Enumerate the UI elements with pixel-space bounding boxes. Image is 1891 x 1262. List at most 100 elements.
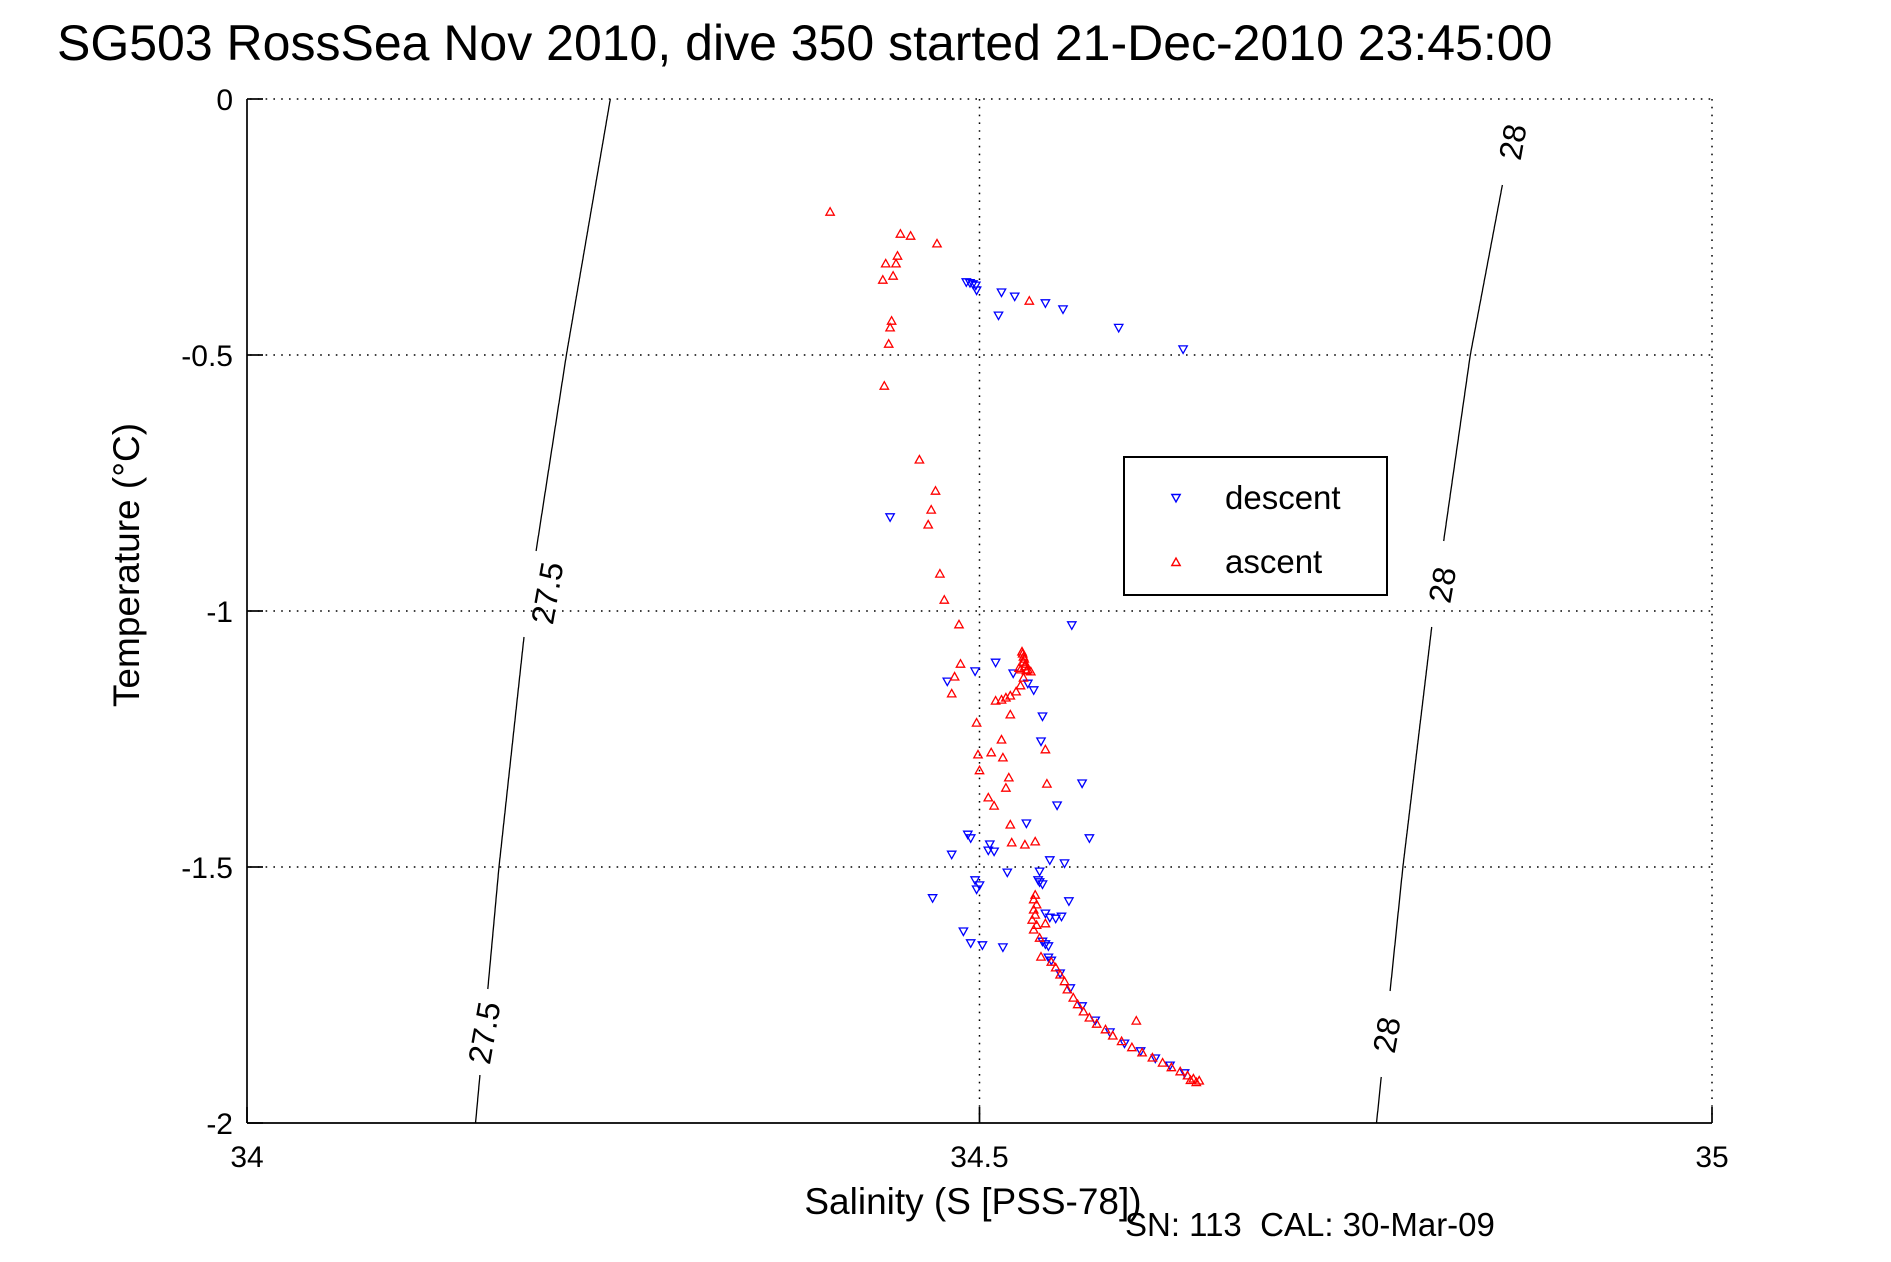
ascent-marker bbox=[1084, 1012, 1095, 1022]
descent-marker bbox=[884, 513, 896, 523]
ascent-marker bbox=[1045, 956, 1057, 966]
descent-marker bbox=[1164, 1061, 1176, 1071]
y-tick-label: 0 bbox=[216, 84, 233, 117]
ascent-marker bbox=[988, 800, 1000, 810]
legend-entry-ascent: ascent bbox=[1165, 542, 1322, 582]
contour-label: 28 bbox=[1492, 121, 1534, 162]
descent-series bbox=[884, 278, 1190, 1079]
ascent-marker bbox=[1040, 917, 1051, 928]
descent-marker bbox=[1149, 1054, 1161, 1064]
ascent-marker bbox=[1157, 1057, 1168, 1067]
descent-marker bbox=[1001, 868, 1013, 878]
ascent-marker bbox=[1015, 679, 1026, 690]
ascent-marker bbox=[914, 454, 925, 464]
ascent-marker bbox=[1006, 837, 1018, 847]
ascent-marker bbox=[892, 250, 903, 260]
gridlines bbox=[250, 98, 1713, 1120]
ascent-marker bbox=[1091, 1018, 1103, 1028]
ascent-marker bbox=[1174, 1065, 1186, 1076]
ascent-marker bbox=[880, 258, 892, 268]
ascent-marker bbox=[1020, 658, 1031, 668]
ascent-marker bbox=[1166, 1061, 1177, 1072]
ascent-marker bbox=[930, 485, 941, 495]
triangle-down-icon bbox=[1170, 493, 1182, 504]
ascent-marker bbox=[1100, 1023, 1111, 1034]
descent-marker bbox=[1028, 686, 1040, 696]
contour-line-28 bbox=[1375, 184, 1504, 1124]
ascent-marker bbox=[1067, 992, 1079, 1002]
ascent-marker bbox=[883, 338, 895, 348]
ascent-marker bbox=[884, 322, 896, 332]
descent-marker bbox=[965, 834, 977, 844]
ascent-marker bbox=[1004, 819, 1016, 829]
y-tick-label: -2 bbox=[206, 1108, 233, 1141]
contour-label-group: 28 bbox=[1366, 1014, 1408, 1055]
contour-label: 28 bbox=[1422, 564, 1464, 605]
ascent-marker bbox=[895, 228, 906, 238]
ascent-marker bbox=[938, 594, 950, 604]
contour-label: 27.5 bbox=[524, 559, 570, 627]
ascent-marker bbox=[1182, 1070, 1193, 1080]
ascent-marker bbox=[996, 734, 1007, 744]
contour-label-group: 27.5 bbox=[524, 559, 570, 627]
descent-marker bbox=[927, 894, 938, 904]
ascent-marker bbox=[1054, 969, 1066, 979]
descent-marker bbox=[993, 311, 1004, 321]
ascent-marker bbox=[1029, 909, 1041, 919]
ascent-marker bbox=[949, 671, 960, 681]
ascent-marker bbox=[1031, 899, 1042, 909]
ascent-marker bbox=[1025, 666, 1037, 676]
legend: descent ascent bbox=[1123, 456, 1388, 596]
ascent-marker bbox=[971, 717, 982, 727]
ascent-marker bbox=[1003, 772, 1015, 782]
ascent-marker bbox=[1062, 984, 1073, 994]
descent-marker bbox=[1037, 712, 1048, 722]
ascent-marker bbox=[1147, 1052, 1158, 1062]
axes bbox=[246, 98, 1713, 1124]
descent-marker bbox=[946, 850, 958, 861]
contour-label-group: 28 bbox=[1422, 564, 1464, 605]
descent-marker bbox=[1057, 305, 1069, 315]
ascent-marker bbox=[982, 792, 994, 802]
ascent-marker bbox=[1059, 975, 1070, 986]
ascent-marker bbox=[1078, 1006, 1089, 1016]
ascent-marker bbox=[931, 238, 943, 248]
x-tick-label: 34.5 bbox=[950, 1141, 1008, 1174]
descent-marker bbox=[1040, 940, 1051, 950]
ascent-marker bbox=[953, 618, 965, 629]
ascent-marker bbox=[1040, 743, 1051, 754]
ascent-marker bbox=[1028, 893, 1040, 904]
ascent-marker bbox=[946, 688, 958, 698]
ascent-marker bbox=[972, 749, 984, 759]
ascent-marker bbox=[905, 230, 916, 240]
ascent-marker bbox=[1041, 778, 1053, 788]
descent-marker bbox=[967, 280, 979, 290]
contour-label-group: 27.5 bbox=[461, 999, 507, 1067]
ascent-marker bbox=[1185, 1074, 1196, 1085]
ascent-marker bbox=[1021, 665, 1032, 675]
ascent-marker bbox=[1126, 1041, 1138, 1052]
descent-marker bbox=[1119, 1039, 1130, 1049]
descent-marker bbox=[1063, 897, 1075, 907]
descent-marker bbox=[1044, 856, 1056, 866]
ascent-marker bbox=[824, 206, 836, 216]
ascent-marker bbox=[1116, 1035, 1127, 1046]
legend-entry-descent: descent bbox=[1165, 478, 1341, 518]
x-tick-label: 34 bbox=[230, 1141, 263, 1174]
contour-label: 28 bbox=[1366, 1014, 1408, 1055]
descent-marker bbox=[960, 278, 972, 288]
descent-marker bbox=[1043, 942, 1054, 952]
descent-marker bbox=[1113, 323, 1125, 334]
descent-marker bbox=[1059, 859, 1070, 869]
x-tick-label: 35 bbox=[1695, 1141, 1728, 1174]
ascent-marker bbox=[1019, 839, 1031, 849]
ascent-marker bbox=[1130, 1015, 1142, 1025]
descent-marker bbox=[969, 876, 981, 886]
descent-marker bbox=[1076, 779, 1088, 789]
ascent-marker bbox=[990, 695, 1001, 705]
ascent-marker bbox=[1004, 690, 1016, 700]
ascent-marker bbox=[887, 270, 899, 280]
ascent-marker bbox=[886, 315, 897, 325]
density-contours bbox=[474, 98, 1504, 1124]
